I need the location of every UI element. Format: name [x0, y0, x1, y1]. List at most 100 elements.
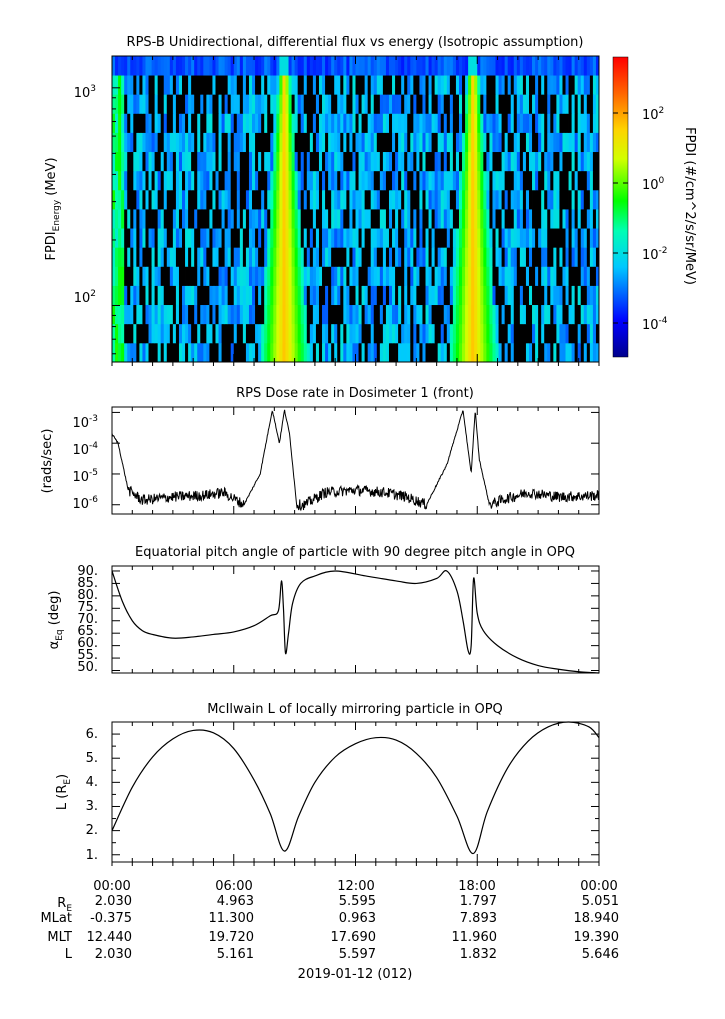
- spectrogram-cell: [178, 304, 183, 325]
- spectrogram-cell: [516, 247, 521, 267]
- spectrogram-cell: [334, 209, 338, 229]
- dose-ytick-1e-3: 10-3: [72, 414, 98, 431]
- spectrogram-cell: [285, 285, 289, 306]
- spectrogram-cell: [127, 94, 131, 114]
- spectrogram-cell: [519, 323, 524, 344]
- spectrogram-cell: [437, 266, 442, 286]
- spectrogram-cell: [437, 323, 442, 344]
- spectrogram-cell: [528, 285, 533, 306]
- spectrogram-cell: [577, 56, 582, 76]
- row-label-mlat: MLat: [40, 911, 72, 926]
- spectrogram-cell: [556, 228, 560, 248]
- spectrogram-cell: [325, 113, 329, 133]
- spectrogram-cell: [437, 94, 442, 114]
- spectrogram-cell: [440, 113, 445, 133]
- spectrogram-cell: [197, 94, 201, 114]
- spectrogram-cell: [379, 323, 384, 344]
- spectrogram-cell: [580, 304, 585, 325]
- spectrogram-cell: [328, 342, 332, 363]
- spectrogram-cell: [428, 151, 432, 172]
- spectrogram-cell: [343, 56, 347, 76]
- spectrogram-cell: [404, 56, 408, 76]
- spectrogram-cell: [331, 247, 335, 267]
- spectrogram-cell: [172, 170, 177, 191]
- spectrogram-cell: [367, 132, 372, 153]
- spectrogram-cell: [121, 304, 125, 325]
- spectrogram-cell: [133, 151, 137, 172]
- spectrogram-cell: [480, 132, 484, 153]
- spectrogram-cell: [568, 304, 573, 325]
- spectrogram-cell: [130, 247, 134, 267]
- spectrogram-cell: [480, 285, 484, 306]
- spectrogram-cell: [468, 247, 472, 267]
- spectrogram-cell: [270, 170, 274, 191]
- spectrogram-cell: [455, 228, 460, 248]
- spectrogram-cell: [544, 113, 548, 133]
- spectrogram-cell: [191, 285, 195, 306]
- spectrogram-cell: [258, 151, 262, 172]
- spectrogram-cell: [273, 285, 277, 306]
- spectrogram-cell: [151, 285, 156, 306]
- spectrogram-cell: [474, 151, 478, 172]
- spectrogram-cell: [416, 56, 420, 76]
- spectrogram-cell: [486, 170, 490, 191]
- spectrogram-cell: [437, 113, 442, 133]
- spectrogram-cell: [522, 209, 527, 229]
- spectrogram-cell: [294, 285, 299, 306]
- spectrogram-cell: [535, 209, 539, 229]
- spectrogram-cell: [206, 56, 210, 76]
- spectrogram-cell: [379, 56, 384, 76]
- spectrogram-cell: [328, 266, 332, 286]
- spectrogram-cell: [489, 342, 493, 363]
- dose-ytick-1e-5: 10-5: [72, 468, 98, 485]
- spectrogram-cell: [452, 285, 457, 306]
- spectrogram-cell: [279, 151, 283, 172]
- spectrogram-cell: [334, 247, 338, 267]
- spectrogram-cell: [221, 209, 226, 229]
- spectrogram-cell: [127, 209, 131, 229]
- spectrogram-cell: [233, 304, 238, 325]
- spectrogram-cell: [516, 75, 521, 95]
- spectrogram-cell: [516, 189, 521, 210]
- spectrogram-cell: [212, 285, 216, 306]
- spectrogram-cell: [592, 94, 597, 114]
- spectrogram-cell: [480, 56, 484, 76]
- spectrogram-cell: [519, 209, 524, 229]
- spectrogram-cell: [236, 56, 241, 76]
- spectrogram-cell: [236, 94, 241, 114]
- spectrogram-cell: [233, 323, 238, 344]
- spectrogram-cell: [185, 228, 189, 248]
- spectrogram-cell: [385, 151, 390, 172]
- spectrogram-cell: [267, 342, 271, 363]
- spectrogram-cell: [297, 228, 302, 248]
- spectrogram-cell: [595, 132, 600, 153]
- spectrogram-cell: [318, 56, 323, 76]
- spectrogram-cell: [562, 189, 566, 210]
- spectrogram-cell: [583, 285, 588, 306]
- spectrogram-cell: [586, 75, 591, 95]
- spectrogram-cell: [477, 56, 481, 76]
- spectrogram-cell: [151, 228, 156, 248]
- spectrogram-cell: [525, 189, 530, 210]
- spectrogram-cell: [538, 247, 542, 267]
- spectrogram-cell: [340, 304, 344, 325]
- spectrogram-cell: [118, 75, 122, 95]
- spectrogram-cell: [382, 170, 387, 191]
- spectrogram-cell: [185, 323, 189, 344]
- spectrogram-cell: [297, 132, 302, 153]
- spectrogram-cell: [446, 323, 451, 344]
- spectrogram-cell: [541, 209, 545, 229]
- spectrogram-cell: [261, 170, 265, 191]
- pitch-ytick-50: 50.: [77, 660, 98, 675]
- spectrogram-cell: [443, 75, 448, 95]
- spectrogram-cell: [583, 151, 588, 172]
- spectrogram-cell: [285, 189, 289, 210]
- spectrogram-cell: [172, 75, 177, 95]
- spectrogram-cell: [334, 304, 338, 325]
- spectrogram-cell: [337, 56, 341, 76]
- spectrogram-cell: [331, 94, 335, 114]
- spectrogram-cell: [331, 189, 335, 210]
- spectrogram-cell: [267, 323, 271, 344]
- spectrogram-cell: [206, 247, 210, 267]
- spectrogram-cell: [218, 151, 222, 172]
